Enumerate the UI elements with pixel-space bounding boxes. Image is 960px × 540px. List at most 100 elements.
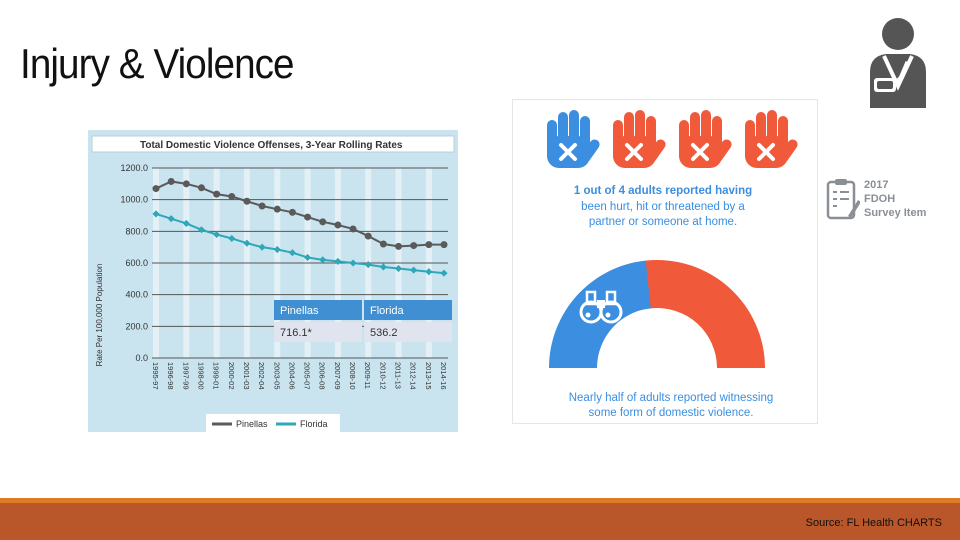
y-tick-label: 600.0 bbox=[125, 258, 148, 268]
data-point bbox=[213, 190, 221, 198]
badge-label: Survey Item bbox=[864, 207, 927, 219]
data-point bbox=[425, 268, 433, 276]
data-point bbox=[288, 249, 296, 257]
footer-accent bbox=[0, 498, 960, 503]
y-axis-label: Rate Per 100,000 Population bbox=[95, 264, 104, 367]
stat1-line1: 1 out of 4 adults reported having bbox=[574, 185, 752, 197]
y-tick-label: 0.0 bbox=[135, 353, 148, 363]
x-tick-label: 2001-03 bbox=[242, 362, 251, 390]
injured-person-sling-icon bbox=[870, 18, 926, 108]
table-value-cell bbox=[364, 322, 452, 342]
table-header-label: Pinellas bbox=[280, 305, 319, 317]
data-point bbox=[364, 232, 372, 240]
x-tick-label: 1997-99 bbox=[181, 362, 190, 390]
data-point bbox=[395, 242, 403, 250]
data-point bbox=[304, 253, 312, 261]
x-tick-label: 2002-04 bbox=[257, 362, 266, 390]
data-point bbox=[167, 177, 175, 185]
x-tick-label: 1998-00 bbox=[196, 362, 205, 390]
data-point bbox=[167, 215, 175, 223]
stop-hand-icon bbox=[613, 110, 666, 168]
x-tick-label: 2012-14 bbox=[409, 362, 418, 390]
data-point bbox=[243, 239, 251, 247]
domestic-violence-chart: Total Domestic Violence Offenses, 3-Year… bbox=[88, 130, 458, 432]
data-point bbox=[258, 202, 266, 210]
binoculars-icon bbox=[579, 290, 623, 324]
x-tick-label: 2010-12 bbox=[378, 362, 387, 390]
source-citation: Source: FL Health CHARTS bbox=[805, 517, 942, 529]
data-point bbox=[349, 259, 357, 267]
stat2-line1: Nearly half of adults reported witnessin… bbox=[569, 392, 774, 404]
badge-year: 2017 bbox=[864, 179, 889, 191]
data-point bbox=[273, 205, 281, 213]
y-tick-label: 800.0 bbox=[125, 226, 148, 236]
table-value-cell bbox=[274, 322, 362, 342]
chart-title-box bbox=[91, 135, 455, 153]
data-point bbox=[349, 225, 357, 233]
line-chart: Total Domestic Violence Offenses, 3-Year… bbox=[91, 135, 455, 432]
data-point bbox=[410, 266, 418, 274]
chart-title: Total Domestic Violence Offenses, 3-Year… bbox=[140, 140, 403, 151]
x-tick-label: 2008-10 bbox=[348, 362, 357, 390]
data-point bbox=[228, 193, 236, 200]
legend-label: Florida bbox=[300, 419, 328, 429]
data-point bbox=[394, 265, 403, 273]
data-point bbox=[258, 243, 266, 251]
data-point bbox=[243, 197, 251, 205]
data-point bbox=[334, 221, 342, 229]
stop-hand-icon bbox=[547, 110, 600, 168]
data-point bbox=[197, 184, 205, 192]
data-point bbox=[213, 230, 221, 239]
data-point bbox=[182, 180, 190, 188]
y-tick-label: 200.0 bbox=[125, 321, 148, 331]
x-tick-label: 2007-09 bbox=[333, 362, 342, 390]
data-point bbox=[182, 219, 190, 227]
data-point bbox=[319, 256, 327, 264]
x-tick-label: 1999-01 bbox=[212, 362, 221, 390]
data-point bbox=[410, 242, 418, 250]
table-header-cell bbox=[274, 300, 362, 320]
footer-bar bbox=[0, 503, 960, 540]
x-tick-label: 2013-15 bbox=[424, 362, 433, 390]
table-value: 536.2 bbox=[370, 327, 398, 339]
table-value: 716.1* bbox=[280, 327, 313, 339]
x-tick-label: 2006-08 bbox=[318, 362, 327, 390]
survey-badge: 2017 FDOH Survey Item bbox=[826, 178, 936, 222]
x-tick-label: 1996-98 bbox=[166, 362, 175, 390]
data-point bbox=[304, 213, 312, 221]
y-tick-label: 1000.0 bbox=[120, 195, 148, 205]
data-point bbox=[425, 241, 433, 249]
x-tick-label: 2000-02 bbox=[227, 362, 236, 390]
y-tick-label: 400.0 bbox=[125, 290, 148, 300]
legend-box bbox=[206, 414, 340, 432]
stat2-line2: some form of domestic violence. bbox=[589, 407, 754, 419]
data-point bbox=[379, 263, 387, 271]
stop-hand-icon bbox=[679, 110, 732, 168]
data-point bbox=[288, 208, 296, 216]
stop-hand-icon bbox=[745, 110, 798, 168]
data-point bbox=[273, 246, 281, 254]
x-tick-label: 2009-11 bbox=[363, 362, 372, 389]
data-point bbox=[379, 240, 387, 248]
x-tick-label: 2004-06 bbox=[287, 362, 296, 390]
stat1-line2: been hurt, hit or threatened by a bbox=[581, 201, 745, 213]
data-point bbox=[152, 210, 160, 218]
data-point bbox=[364, 261, 372, 269]
data-point bbox=[319, 218, 327, 226]
x-tick-label: 1995-97 bbox=[151, 362, 160, 390]
infographic-graphic: 1 out of 4 adults reported having been h… bbox=[547, 110, 798, 419]
x-tick-label: 2003-05 bbox=[272, 362, 281, 390]
data-point bbox=[228, 234, 236, 242]
x-tick-label: 2005-07 bbox=[303, 362, 312, 390]
survey-infographic: 1 out of 4 adults reported having been h… bbox=[512, 99, 818, 424]
x-tick-label: 2014-16 bbox=[439, 362, 448, 390]
data-point bbox=[152, 185, 160, 193]
legend-label: Pinellas bbox=[236, 419, 268, 429]
gauge-right-segment bbox=[645, 260, 765, 368]
data-point bbox=[440, 241, 448, 249]
x-tick-label: 2011-13 bbox=[394, 362, 403, 389]
slide-title: Injury & Violence bbox=[20, 40, 295, 87]
table-header-label: Florida bbox=[370, 305, 405, 317]
stat1-line3: partner or someone at home. bbox=[589, 216, 737, 228]
badge-org: FDOH bbox=[864, 193, 896, 205]
